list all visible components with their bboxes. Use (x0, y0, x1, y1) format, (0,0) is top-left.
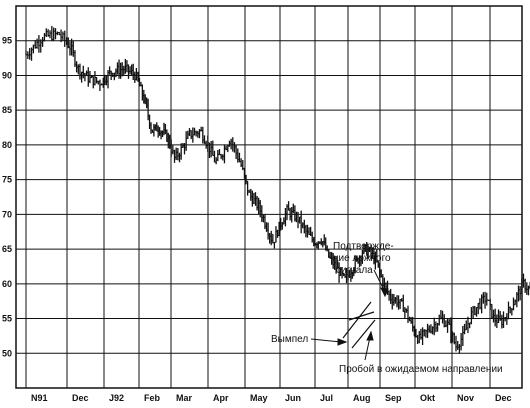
price-bars (25, 25, 530, 354)
annotation-arrows (310, 269, 389, 361)
x-tick-label: Okt (420, 393, 435, 403)
y-tick-label: 95 (2, 36, 12, 46)
x-tick-label: Dec (495, 393, 512, 403)
y-tick-label: 60 (2, 279, 12, 289)
x-tick-label: N91 (31, 393, 48, 403)
annotation-pennant: Вымпел (271, 334, 308, 345)
y-tick-label: 55 (2, 314, 12, 324)
x-tick-label: May (250, 393, 268, 403)
x-tick-label: Dec (72, 393, 89, 403)
x-tick-label: Jun (285, 393, 301, 403)
annotation-confirmation-line3: сигнала (336, 265, 373, 276)
y-tick-label: 80 (2, 140, 12, 150)
y-tick-label: 85 (2, 105, 12, 115)
x-tick-label: Feb (144, 393, 161, 403)
y-tick-label: 75 (2, 175, 12, 185)
annotation-confirmation-line2: ние ложного (333, 253, 391, 264)
x-tick-label: Aug (353, 393, 371, 403)
annotation-breakout: Пробой в ожидаемом направлении (339, 363, 503, 375)
y-tick-label: 90 (2, 70, 12, 80)
x-tick-label: Mar (176, 393, 193, 403)
y-tick-label: 70 (2, 209, 12, 219)
pennant-pattern (342, 301, 376, 349)
axis-ticks: 50 55 60 65 70 75 80 85 90 95 N91 Dec J92 Feb Mar Apr Ma… (2, 36, 512, 403)
y-tick-label: 65 (2, 244, 12, 254)
x-tick-label: Jul (320, 393, 333, 403)
y-tick-label: 50 (2, 348, 12, 358)
chart-grid (15, 5, 523, 389)
x-tick-label: Nov (457, 393, 474, 403)
annotation-confirmation-line1: Подтвержде- (333, 241, 394, 252)
x-tick-label: Apr (213, 393, 229, 403)
x-tick-label: Sep (385, 393, 402, 403)
plot-frame (15, 5, 523, 389)
x-tick-label: J92 (109, 393, 124, 403)
